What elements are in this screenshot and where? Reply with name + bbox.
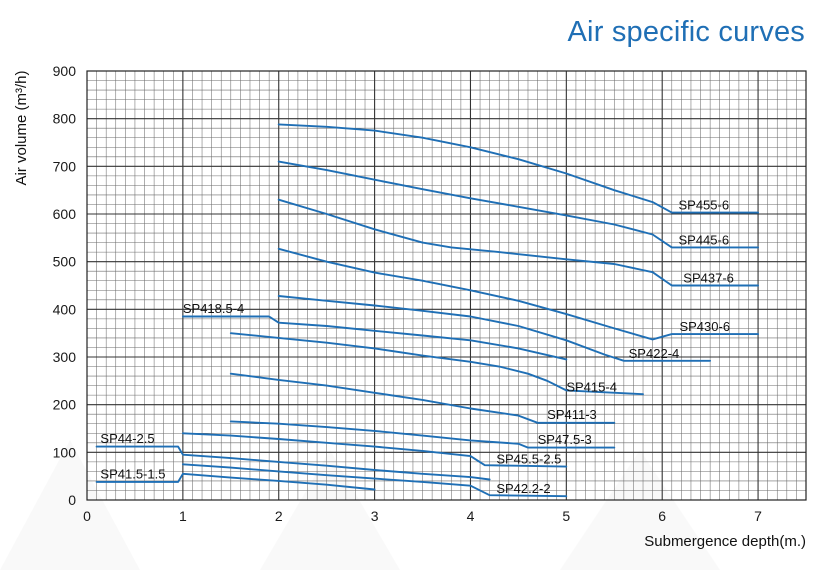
series-line-SP437-6 (277, 198, 760, 287)
series-line-SP411-3 (229, 372, 616, 424)
x-tick-label: 0 (83, 508, 91, 524)
series-label: SP445-6 (678, 233, 729, 248)
series-label: SP455-6 (678, 198, 729, 213)
x-tick-label: 1 (179, 508, 187, 524)
x-tick-label: 5 (562, 508, 570, 524)
series-label: SP437-6 (683, 271, 734, 286)
series-label: SP415-4 (566, 379, 617, 394)
y-tick-label: 300 (53, 349, 77, 365)
y-axis-ticks: 0 100 200 300 400 500 600 700 800 900 (53, 63, 77, 508)
plot-frame (86, 70, 807, 501)
y-tick-label: 100 (53, 444, 77, 460)
series-label: SP47.5-3 (538, 432, 592, 447)
series-line-SP41.5-1.5 (95, 472, 376, 491)
grid-major (87, 71, 806, 500)
series-line-SP422-4 (277, 295, 712, 362)
y-tick-label: 400 (53, 301, 77, 317)
series-label: SP418.5-4 (183, 301, 244, 316)
y-tick-label: 800 (53, 111, 77, 127)
series-line-SP42.2-2 (181, 463, 568, 498)
x-axis-ticks: 0 1 2 3 4 5 6 7 (83, 508, 762, 524)
x-tick-label: 4 (467, 508, 475, 524)
y-tick-label: 500 (53, 254, 77, 270)
series-line-SP418.5-4 (181, 315, 568, 361)
series-label: SP41.5-1.5 (100, 467, 165, 482)
y-tick-label: 0 (68, 492, 76, 508)
watermark (0, 440, 720, 570)
series-line-SP44-2.5 (95, 445, 491, 481)
chart-title: Air specific curves (567, 16, 805, 48)
series-line-SP47.5-3 (229, 420, 616, 449)
series-label: SP45.5-2.5 (496, 451, 561, 466)
x-tick-label: 7 (754, 508, 762, 524)
series-line-SP45.5-2.5 (181, 432, 568, 468)
x-tick-label: 2 (275, 508, 283, 524)
series-line-SP430-6 (277, 247, 760, 341)
y-tick-label: 900 (53, 63, 77, 79)
series-line-SP455-6 (277, 123, 760, 214)
y-axis-title: Air volume (m³/h) (13, 70, 30, 185)
series-label: SP411-3 (547, 407, 597, 422)
y-tick-label: 200 (53, 397, 77, 413)
series-line-SP415-4 (229, 332, 644, 396)
series-labels: SP455-6 SP445-6 SP437-6 SP430-6 SP422-4 SP418… (100, 198, 733, 496)
series-label: SP430-6 (679, 319, 730, 334)
series-label: SP422-4 (629, 346, 680, 361)
x-axis-title: Submergence depth(m.) (644, 533, 806, 550)
series-label: SP44-2.5 (100, 431, 154, 446)
x-tick-label: 6 (658, 508, 666, 524)
series-lines (95, 123, 760, 498)
y-tick-label: 700 (53, 158, 77, 174)
x-tick-label: 3 (371, 508, 379, 524)
series-label: SP42.2-2 (496, 481, 550, 496)
series-line-SP445-6 (277, 160, 760, 249)
y-tick-label: 600 (53, 206, 77, 222)
